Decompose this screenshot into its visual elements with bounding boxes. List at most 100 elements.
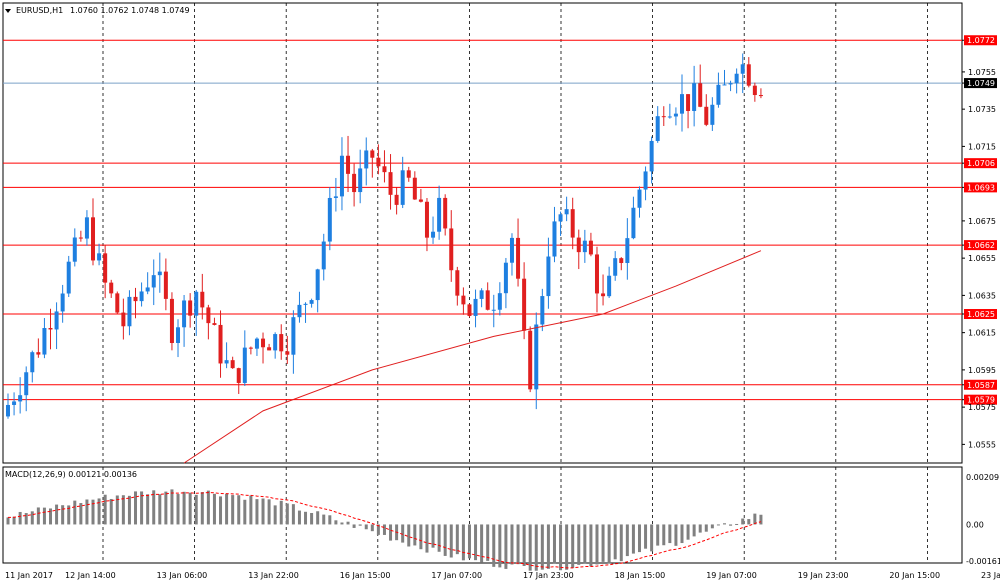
macd-bar	[55, 504, 59, 525]
level-tick-label: 1.0706	[967, 159, 995, 168]
candle-body	[607, 275, 612, 297]
candle-body	[60, 293, 65, 312]
dropdown-arrow-icon[interactable]	[5, 9, 11, 13]
macd-bar	[42, 507, 46, 525]
candle-body	[188, 300, 193, 316]
macd-bar	[304, 511, 308, 525]
candle-body	[133, 296, 138, 302]
candle-body	[412, 177, 417, 200]
macd-bar	[164, 491, 168, 525]
candle-body	[516, 237, 521, 279]
macd-bar	[79, 503, 83, 525]
time-label: 23 Jan 08:00	[981, 571, 1000, 580]
candle-body	[728, 83, 733, 85]
candle-body	[734, 73, 739, 84]
candle-body	[588, 240, 593, 255]
price-tick-label: 1.0675	[968, 217, 996, 226]
candle-body	[169, 298, 174, 344]
macd-bar	[36, 507, 40, 525]
candle-body	[72, 237, 77, 262]
candle-body	[558, 214, 563, 222]
macd-bar	[680, 524, 684, 544]
macd-bar	[231, 495, 235, 525]
candle-body	[667, 116, 672, 118]
candle-body	[370, 150, 375, 158]
candle-body	[273, 334, 278, 351]
candle-body	[594, 254, 599, 294]
candle-body	[540, 296, 545, 325]
candle-body	[613, 258, 618, 276]
macd-bar	[97, 498, 101, 525]
price-tick-label: 1.0555	[968, 440, 996, 449]
price-tick-label: 1.0635	[968, 291, 996, 300]
macd-bar	[322, 514, 326, 525]
macd-bar	[364, 524, 368, 530]
candle-body	[66, 261, 71, 294]
macd-bar	[127, 495, 131, 525]
candle-body	[315, 269, 320, 301]
macd-bar	[516, 524, 520, 565]
macd-bar	[328, 515, 332, 525]
ohlc-readout: 1.0760 1.0762 1.0748 1.0749	[70, 6, 190, 15]
candle-body	[576, 237, 581, 253]
macd-bar	[710, 524, 714, 529]
time-label: 12 Jan 14:00	[65, 571, 116, 580]
macd-bar	[425, 524, 429, 553]
time-label: 19 Jan 23:00	[798, 571, 849, 580]
candle-body	[473, 298, 478, 316]
candle-body	[679, 94, 684, 114]
candle-body	[698, 83, 703, 107]
candle-body	[230, 360, 235, 369]
macd-bar	[698, 524, 702, 533]
candle-body	[692, 83, 697, 111]
macd-bar	[291, 504, 295, 525]
macd-bar	[115, 495, 119, 525]
macd-bar	[24, 513, 28, 525]
macd-bar	[625, 524, 629, 557]
price-panel-frame	[2, 2, 963, 464]
time-label: 17 Jan 07:00	[431, 571, 482, 580]
macd-bar	[607, 524, 611, 564]
macd-bar	[753, 513, 757, 525]
macd-bar	[595, 524, 599, 565]
price-panel[interactable]	[2, 2, 1000, 464]
candle-body	[564, 209, 569, 215]
candle-body	[12, 401, 17, 405]
macd-panel[interactable]	[2, 466, 1000, 571]
macd-bar	[401, 524, 405, 543]
candle-body	[309, 300, 314, 304]
macd-bar	[358, 524, 362, 526]
macd-bar	[194, 494, 198, 525]
macd-bar	[285, 503, 289, 525]
candle-body	[382, 166, 387, 173]
macd-panel-frame	[2, 466, 963, 564]
macd-bar	[522, 524, 526, 567]
level-tick-label: 1.0662	[967, 241, 995, 250]
level-tag	[964, 158, 997, 169]
candle-body	[467, 304, 472, 316]
macd-bar	[316, 511, 320, 525]
level-tick-label: 1.0693	[967, 183, 995, 192]
candle-body	[182, 300, 187, 328]
macd-bar	[467, 524, 471, 559]
price-tick-label: 1.0595	[968, 366, 996, 375]
candle-body	[643, 171, 648, 190]
candle-body	[254, 338, 259, 349]
candle-body	[491, 309, 496, 311]
macd-bar	[103, 494, 107, 525]
candle-body	[740, 64, 745, 74]
candle-body	[503, 262, 508, 294]
macd-bar	[498, 524, 502, 568]
candle-body	[163, 271, 168, 299]
candle-body	[303, 303, 308, 305]
symbol-label: EURUSD,H1	[16, 6, 63, 15]
macd-bar	[540, 524, 544, 570]
candle-body	[176, 327, 181, 344]
macd-bar	[546, 524, 550, 569]
time-axis: 11 Jan 2017 12 Jan 14:00 13 Jan 06:00 13 Ja…	[5, 571, 1000, 580]
candle-body	[601, 293, 606, 297]
candle-body	[224, 360, 229, 364]
macd-bar	[261, 498, 265, 525]
candle-body	[54, 311, 59, 330]
